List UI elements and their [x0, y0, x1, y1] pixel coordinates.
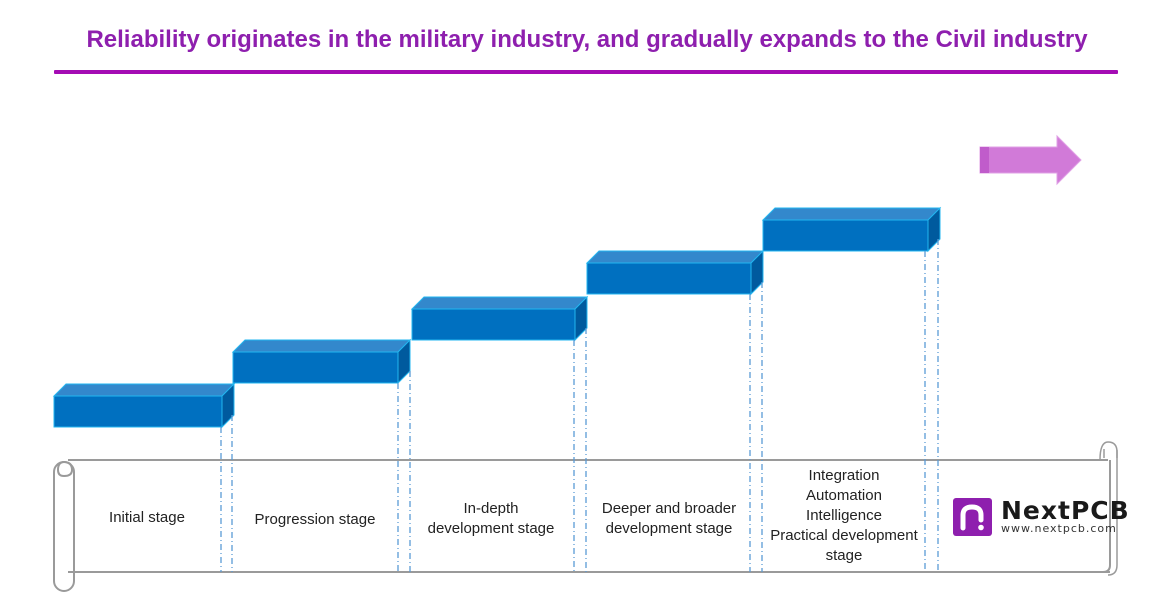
step-block-progression — [231, 338, 412, 385]
step-top-face — [410, 296, 589, 310]
scroll-banner — [53, 441, 1118, 592]
stage-label-deeper-broader: Deeper and broader development stage — [601, 500, 737, 537]
steps-group — [52, 206, 942, 429]
title-underline — [54, 70, 1118, 74]
step-front-face — [411, 308, 576, 341]
page-title: Reliability originates in the military i… — [86, 26, 1088, 53]
step-block-practical — [761, 206, 942, 253]
guide-lines-group — [220, 239, 939, 572]
step-front-face — [586, 262, 752, 295]
stage-label-in-depth: In-depth development stage — [427, 500, 555, 537]
step-top-face — [585, 250, 765, 264]
step-block-deeper-broader — [585, 249, 765, 296]
stage-label-progression: Progression stage — [254, 511, 376, 528]
step-top-face — [52, 383, 236, 397]
nextpcb-logo-icon — [953, 498, 992, 536]
logo-url: www.nextpcb.com — [1001, 522, 1117, 535]
step-block-initial — [52, 382, 236, 429]
step-front-face — [762, 219, 929, 252]
step-front-face — [53, 395, 223, 428]
step-block-in-depth — [410, 295, 589, 342]
step-top-face — [761, 207, 942, 221]
logo-name: NextPCB — [1001, 496, 1130, 525]
step-front-face — [232, 351, 399, 384]
stage-label-initial: Initial stage — [109, 509, 185, 526]
right-arrow-icon — [979, 134, 1082, 186]
stage-label-practical: Integration Automation Intelligence Prac… — [770, 467, 918, 564]
step-top-face — [231, 339, 412, 353]
nextpcb-logo: NextPCB www.nextpcb.com — [953, 498, 1130, 536]
